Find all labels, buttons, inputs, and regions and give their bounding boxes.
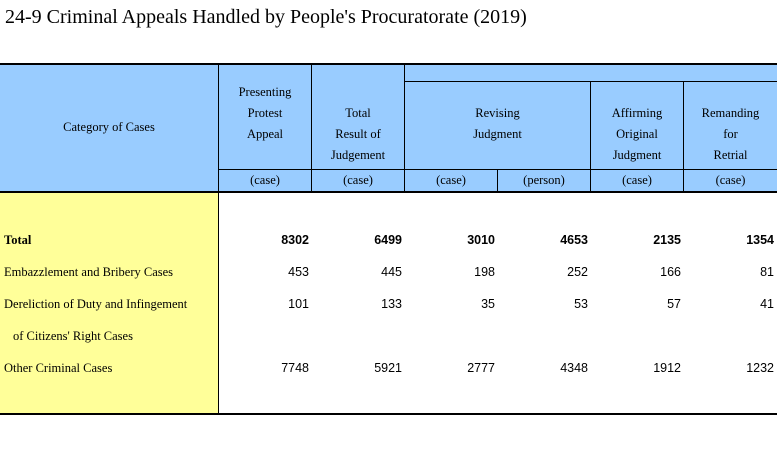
row-label-other: Other Criminal Cases — [4, 361, 113, 375]
table-top-rule — [0, 63, 777, 65]
column-rule — [497, 169, 498, 191]
header-text: Judgment — [612, 148, 662, 162]
row-label-dereliction: Dereliction of Duty and Infingement — [4, 297, 188, 311]
row-label-continuation: of Citizens' Right Cases — [13, 329, 133, 343]
header-text: Original — [616, 127, 658, 141]
header-text: Affirming — [611, 106, 663, 120]
cell-value: 6499 — [374, 233, 402, 247]
column-rule — [590, 81, 591, 191]
header-text: Result of — [335, 127, 381, 141]
header-text: Appeal — [246, 127, 284, 141]
page-title: 24-9 Criminal Appeals Handled by People'… — [5, 6, 527, 28]
cell-value: 252 — [567, 265, 588, 279]
cell-value: 8302 — [281, 233, 309, 247]
cell-value: 4653 — [560, 233, 588, 247]
cell-value: 41 — [760, 297, 774, 311]
cell-value: 7748 — [281, 361, 309, 375]
unit-label: (case) — [715, 173, 746, 187]
category-column-background — [0, 191, 218, 414]
table-bottom-rule — [0, 413, 777, 415]
header-text: Retrial — [713, 148, 748, 162]
header-total-result: Total Result of Judgement — [312, 103, 404, 166]
column-rule — [683, 81, 684, 191]
row-label-embezzlement: Embazzlement and Bribery Cases — [4, 265, 174, 279]
header-revising-judgment: Revising Judgment — [405, 103, 590, 145]
cell-value: 81 — [760, 265, 774, 279]
header-text: Judgment — [473, 127, 522, 141]
cell-value: 2777 — [467, 361, 495, 375]
cell-value: 133 — [381, 297, 402, 311]
header-text: Remanding — [701, 106, 760, 120]
cell-value: 35 — [481, 297, 495, 311]
unit-label: (case) — [250, 173, 280, 187]
unit-label: (person) — [523, 173, 565, 187]
header-bottom-rule — [0, 191, 777, 193]
cell-value: 5921 — [374, 361, 402, 375]
cell-value: 1354 — [746, 233, 774, 247]
header-divider — [405, 81, 777, 82]
header-category: Category of Cases — [63, 120, 155, 134]
header-affirming-original-judgment: Affirming Original Judgment — [591, 103, 683, 166]
column-rule — [404, 64, 405, 191]
category-column-rule — [218, 64, 219, 414]
units-divider — [219, 169, 777, 170]
cell-value: 4348 — [560, 361, 588, 375]
cell-value: 2135 — [653, 233, 681, 247]
cell-value: 198 — [474, 265, 495, 279]
unit-label: (case) — [343, 173, 373, 187]
header-text: Revising — [475, 106, 520, 120]
header-text: Total — [345, 106, 371, 120]
cell-value: 166 — [660, 265, 681, 279]
cell-value: 1232 — [746, 361, 774, 375]
row-label-total: Total — [4, 233, 32, 247]
header-presenting-protest-appeal: Presenting Protest Appeal — [219, 82, 311, 145]
cell-value: 53 — [574, 297, 588, 311]
unit-label: (case) — [436, 173, 466, 187]
cell-value: 101 — [288, 297, 309, 311]
cell-value: 445 — [381, 265, 402, 279]
cell-value: 3010 — [467, 233, 495, 247]
column-rule — [311, 64, 312, 191]
header-text: for — [723, 127, 738, 141]
cell-value: 1912 — [653, 361, 681, 375]
header-text: Protest — [247, 106, 283, 120]
header-remanding-for-retrial: Remanding for Retrial — [684, 103, 777, 166]
unit-label: (case) — [622, 173, 652, 187]
header-text: Presenting — [238, 85, 292, 99]
cell-value: 453 — [288, 265, 309, 279]
header-text: Judgement — [330, 148, 386, 162]
cell-value: 57 — [667, 297, 681, 311]
